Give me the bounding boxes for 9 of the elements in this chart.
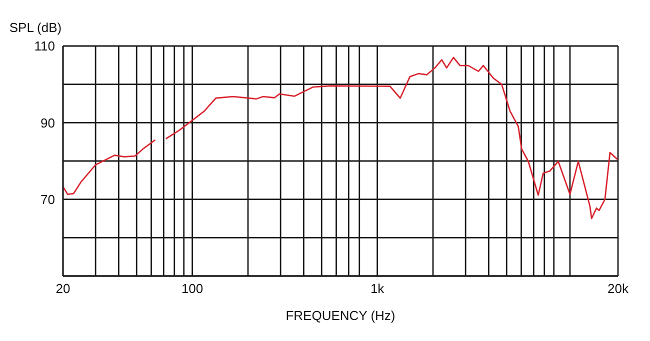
x-tick-label: 100 [181,281,204,296]
y-tick-label: 90 [40,115,55,130]
y-axis-title: SPL (dB) [9,20,62,35]
x-tick-label: 20k [608,281,629,296]
x-tick-label: 1k [370,281,385,296]
y-tick-label: 110 [34,38,55,54]
x-axis-title: FREQUENCY (Hz) [286,308,396,323]
y-tick-label: 70 [40,192,55,207]
x-tick-label: 20 [56,281,70,296]
